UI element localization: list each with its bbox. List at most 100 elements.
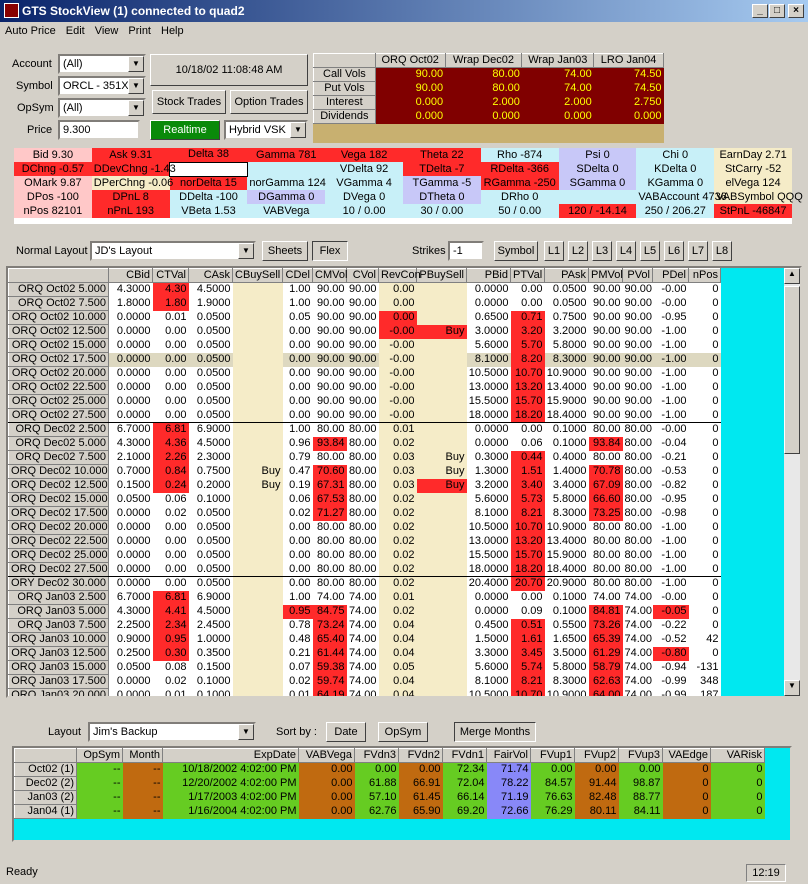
vols-cell[interactable]: 0.000 [375, 109, 446, 124]
scroll-thumb[interactable] [784, 286, 800, 454]
minimize-button[interactable]: _ [752, 4, 768, 18]
column-header[interactable]: PTVal [510, 268, 545, 283]
column-header[interactable]: CMVol [312, 268, 347, 283]
menu-edit[interactable]: Edit [65, 25, 85, 37]
column-header[interactable]: PDel [652, 268, 689, 283]
vertical-scrollbar[interactable]: ▲ ▼ [784, 268, 800, 696]
flex-button[interactable]: Flex [312, 241, 348, 261]
sheets-button[interactable]: Sheets [262, 241, 308, 261]
bottom-column-header[interactable]: Month [122, 748, 163, 763]
column-header[interactable]: PVol [622, 268, 653, 283]
table-row[interactable]: ORQ Dec02 27.500 0.0000 0.00 0.0500 0.00 80.0… [8, 562, 721, 577]
table-row[interactable]: ORQ Oct02 15.000 0.0000 0.00 0.0500 0.00 90.0… [8, 338, 721, 353]
bottom-table-row[interactable]: Jan04 (1) -- -- 1/16/2004 4:02:00 PM 0.00 62.… [14, 804, 765, 819]
column-header[interactable]: CBid [108, 268, 153, 283]
bottom-column-header[interactable]: FairVol [486, 748, 531, 763]
close-button[interactable]: × [788, 4, 804, 18]
column-header[interactable]: nPos [688, 268, 721, 283]
table-row[interactable]: ORQ Jan03 17.500 0.0000 0.02 0.1000 0.02 59.7… [8, 674, 721, 689]
symbol-select[interactable]: ORCL - 351X ▼ [58, 76, 146, 96]
column-header[interactable]: CDel [282, 268, 313, 283]
table-row[interactable]: ORQ Dec02 17.500 0.0000 0.02 0.0500 0.02 71.2… [8, 506, 721, 521]
table-row[interactable]: ORQ Oct02 25.000 0.0000 0.00 0.0500 0.00 90.0… [8, 394, 721, 409]
table-row[interactable]: ORQ Dec02 7.500 2.1000 2.26 2.3000 0.79 80.00… [8, 450, 721, 465]
vols-cell[interactable]: 74.00 [521, 67, 594, 82]
column-header[interactable]: CVol [346, 268, 379, 283]
table-row[interactable]: ORQ Oct02 20.000 0.0000 0.00 0.0500 0.00 90.0… [8, 366, 721, 381]
bottom-table-row[interactable]: Jan03 (2) -- -- 1/17/2003 4:02:00 PM 0.00 57.… [14, 790, 765, 805]
strikes-input[interactable]: -1 [448, 241, 484, 261]
bottom-column-header[interactable]: VAEdge [662, 748, 711, 763]
table-row[interactable]: ORQ Dec02 12.500 0.1500 0.24 0.2000 Buy 0.19 6… [8, 478, 721, 493]
vols-cell[interactable]: 90.00 [375, 67, 446, 82]
vols-cell[interactable]: 74.50 [593, 81, 664, 96]
bottom-table-row[interactable]: Oct02 (1) -- -- 10/18/2002 4:02:00 PM 0.00 0.… [14, 762, 765, 777]
table-row[interactable]: ORQ Oct02 12.500 0.0000 0.00 0.0500 0.00 90.0… [8, 324, 721, 339]
column-header[interactable]: RevCon [378, 268, 421, 283]
stock-trades-button[interactable]: Stock Trades [152, 90, 226, 114]
vols-cell[interactable]: 2.750 [593, 95, 664, 110]
symbol-button[interactable]: Symbol [494, 241, 538, 261]
bottom-column-header[interactable]: FVdn3 [354, 748, 399, 763]
maximize-button[interactable]: □ [769, 4, 785, 18]
table-row[interactable]: ORQ Dec02 5.000 4.3000 4.36 4.5000 0.96 93.84… [8, 436, 721, 451]
dropdown-arrow-icon[interactable]: ▼ [238, 724, 254, 740]
vols-cell[interactable]: 0.000 [445, 109, 522, 124]
bottom-column-header[interactable]: OpSym [76, 748, 123, 763]
column-header[interactable]: CTVal [152, 268, 189, 283]
table-row[interactable]: ORQ Dec02 10.000 0.7000 0.84 0.7500 Buy 0.47 7… [8, 464, 721, 479]
table-row[interactable]: ORQ Jan03 7.500 2.2500 2.34 2.4500 0.78 73.24… [8, 618, 721, 633]
sort-opsym-button[interactable]: OpSym [378, 722, 428, 742]
vols-cell[interactable]: 0.000 [521, 109, 594, 124]
bottom-column-header[interactable]: FVup3 [618, 748, 663, 763]
sort-date-button[interactable]: Date [326, 722, 366, 742]
menu-view[interactable]: View [94, 25, 119, 37]
bottom-column-header[interactable]: VARisk [710, 748, 765, 763]
column-header[interactable]: PAsk [544, 268, 589, 283]
table-row[interactable]: ORQ Jan03 2.500 6.7000 6.81 6.9000 1.00 74.00… [8, 590, 721, 605]
vols-cell[interactable]: 80.00 [445, 81, 522, 96]
bottom-column-header[interactable]: FVup2 [574, 748, 619, 763]
table-row[interactable]: ORQ Oct02 27.500 0.0000 0.00 0.0500 0.00 90.0… [8, 408, 721, 423]
column-header[interactable]: PBuySell [416, 268, 467, 283]
menu-auto-price[interactable]: Auto Price [5, 25, 56, 37]
table-row[interactable]: ORY Dec02 30.000 0.0000 0.00 0.0500 0.00 80.0… [8, 576, 721, 591]
vols-cell[interactable]: 80.00 [445, 67, 522, 82]
table-row[interactable]: ORQ Dec02 25.000 0.0000 0.00 0.0500 0.00 80.0… [8, 548, 721, 563]
dropdown-arrow-icon[interactable]: ▼ [290, 122, 306, 138]
vols-cell[interactable]: 90.00 [375, 81, 446, 96]
price-input[interactable]: 9.300 [58, 120, 140, 140]
bottom-column-header[interactable]: FVup1 [530, 748, 575, 763]
bottom-column-header[interactable]: FVdn2 [398, 748, 443, 763]
table-row[interactable]: ORQ Dec02 15.000 0.0500 0.06 0.1000 0.06 67.5… [8, 492, 721, 507]
vols-cell[interactable]: 74.50 [593, 67, 664, 82]
table-row[interactable]: ORQ Jan03 5.000 4.3000 4.41 4.5000 0.95 84.75… [8, 604, 721, 619]
bottom-column-header[interactable] [14, 748, 77, 763]
column-header[interactable]: PBid [466, 268, 511, 283]
level-button-2[interactable]: L2 [568, 241, 588, 261]
table-row[interactable]: ORQ Oct02 22.500 0.0000 0.00 0.0500 0.00 90.0… [8, 380, 721, 395]
merge-months-button[interactable]: Merge Months [454, 722, 536, 742]
menu-help[interactable]: Help [161, 25, 184, 37]
table-row[interactable]: ORQ Jan03 10.000 0.9000 0.95 1.0000 0.48 65.4… [8, 632, 721, 647]
level-button-3[interactable]: L3 [592, 241, 612, 261]
table-row[interactable]: ORQ Dec02 2.500 6.7000 6.81 6.9000 1.00 80.00… [8, 422, 721, 437]
column-header[interactable]: CAsk [188, 268, 233, 283]
dropdown-arrow-icon[interactable]: ▼ [128, 78, 144, 94]
table-row[interactable]: ORQ Dec02 22.500 0.0000 0.00 0.0500 0.00 80.0… [8, 534, 721, 549]
option-trades-button[interactable]: Option Trades [230, 90, 308, 114]
column-header[interactable] [8, 268, 109, 283]
vols-cell[interactable]: 0.000 [593, 109, 664, 124]
level-button-8[interactable]: L8 [712, 241, 732, 261]
scroll-down-icon[interactable]: ▼ [784, 680, 800, 696]
level-button-5[interactable]: L5 [640, 241, 660, 261]
bottom-column-header[interactable]: ExpDate [162, 748, 299, 763]
table-row[interactable]: ORQ Oct02 5.000 4.3000 4.30 4.5000 1.00 90.00… [8, 282, 721, 297]
dropdown-arrow-icon[interactable]: ▼ [238, 243, 254, 259]
table-row[interactable]: ORQ Dec02 20.000 0.0000 0.00 0.0500 0.00 80.0… [8, 520, 721, 535]
bottom-layout-select[interactable]: Jim's Backup ▼ [88, 722, 256, 742]
vols-cell[interactable]: 2.000 [445, 95, 522, 110]
vols-cell[interactable]: 74.00 [521, 81, 594, 96]
level-button-6[interactable]: L6 [664, 241, 684, 261]
column-header[interactable]: CBuySell [232, 268, 283, 283]
